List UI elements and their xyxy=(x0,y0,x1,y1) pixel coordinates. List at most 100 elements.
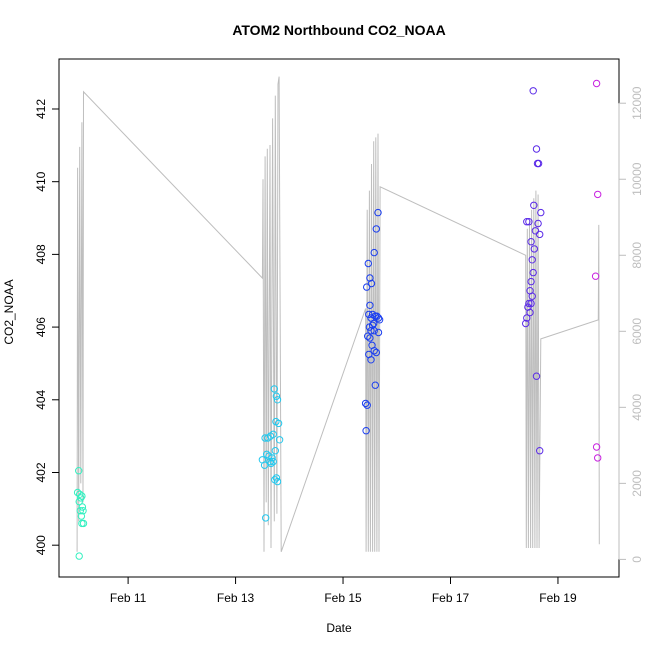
data-point xyxy=(76,507,85,515)
data-point xyxy=(364,332,372,340)
data-point xyxy=(537,208,545,217)
data-point xyxy=(523,314,531,322)
data-point xyxy=(529,268,537,277)
data-point xyxy=(372,348,380,357)
y-axis-right: 0 2000 4000 6000 8000 10000 12000 xyxy=(618,86,644,563)
data-point xyxy=(592,79,601,88)
x-tick-label: Feb 13 xyxy=(217,591,255,605)
data-point xyxy=(371,381,379,389)
data-point xyxy=(367,327,375,335)
data-point xyxy=(591,272,600,280)
right-axis-series-line xyxy=(76,76,600,552)
data-point xyxy=(268,454,276,462)
x-axis: Feb 11 Feb 13 Feb 15 Feb 17 Feb 19 xyxy=(110,576,577,605)
y-axis-label: CO2_NOAA xyxy=(2,279,16,344)
data-point xyxy=(527,238,535,246)
data-point xyxy=(79,507,87,515)
data-point xyxy=(531,227,540,235)
data-point xyxy=(594,190,602,199)
data-point xyxy=(374,328,383,337)
data-point xyxy=(78,503,87,511)
data-point xyxy=(527,277,535,286)
data-point xyxy=(77,512,86,520)
data-point xyxy=(592,443,601,451)
data-point xyxy=(530,201,538,210)
y2-tick-label: 4000 xyxy=(630,394,644,421)
y-tick-label: 410 xyxy=(34,171,48,191)
data-point xyxy=(79,519,88,528)
data-point xyxy=(364,259,372,268)
y-tick-label: 408 xyxy=(34,244,48,264)
y2-tick-label: 0 xyxy=(630,556,644,563)
chart-title: ATOM2 Northbound CO2_NOAA xyxy=(232,22,445,38)
data-point xyxy=(522,319,530,328)
data-point xyxy=(368,321,377,329)
y2-tick-label: 2000 xyxy=(630,470,644,497)
data-point xyxy=(77,494,85,502)
data-point xyxy=(530,245,538,253)
data-point xyxy=(272,474,281,482)
y-tick-label: 412 xyxy=(34,99,48,119)
data-point xyxy=(266,457,274,466)
y-tick-label: 402 xyxy=(34,462,48,482)
data-point xyxy=(363,401,371,409)
data-point xyxy=(272,392,281,400)
data-point xyxy=(528,292,536,300)
x-tick-label: Feb 17 xyxy=(432,591,470,605)
data-point xyxy=(534,159,543,168)
data-point xyxy=(526,308,534,317)
data-point xyxy=(273,477,282,486)
data-point xyxy=(529,87,537,95)
data-point xyxy=(367,279,376,288)
data-point xyxy=(361,399,370,408)
data-point xyxy=(374,314,383,322)
data-point xyxy=(73,488,82,497)
data-point xyxy=(536,230,544,239)
data-point xyxy=(370,319,378,328)
data-point xyxy=(370,347,378,355)
data-point xyxy=(75,552,83,560)
data-point xyxy=(528,256,536,264)
y2-tick-label: 12000 xyxy=(630,86,644,120)
data-point xyxy=(267,459,275,468)
data-point xyxy=(275,436,284,444)
data-point xyxy=(370,248,378,257)
y2-tick-label: 6000 xyxy=(630,318,644,345)
data-point xyxy=(274,419,283,428)
data-point xyxy=(366,334,374,342)
x-axis-label: Date xyxy=(326,621,352,635)
data-point xyxy=(269,457,277,466)
data-point xyxy=(366,274,374,282)
data-point xyxy=(269,430,277,438)
data-point xyxy=(263,450,271,458)
y-tick-label: 400 xyxy=(34,535,48,555)
data-point xyxy=(270,385,278,393)
scatter-points-layer xyxy=(73,79,602,560)
data-point xyxy=(370,327,378,335)
data-point xyxy=(594,454,602,462)
right-axis-line-layer xyxy=(76,76,600,552)
data-point xyxy=(534,219,542,228)
data-point xyxy=(76,490,84,498)
y-axis-left: 400 402 404 406 408 410 412 xyxy=(34,99,60,555)
data-point xyxy=(532,145,541,153)
data-point xyxy=(262,514,270,522)
x-tick-label: Feb 15 xyxy=(324,591,362,605)
data-point xyxy=(532,372,541,380)
data-point xyxy=(525,299,533,308)
data-point xyxy=(374,208,382,217)
y-tick-label: 404 xyxy=(34,389,48,409)
x-tick-label: Feb 11 xyxy=(110,591,147,605)
data-point xyxy=(78,492,86,500)
data-point xyxy=(536,447,544,455)
data-point xyxy=(523,218,531,226)
y2-tick-label: 10000 xyxy=(630,162,644,196)
data-point xyxy=(273,396,282,404)
data-point xyxy=(365,310,373,319)
data-point xyxy=(363,283,371,291)
data-point xyxy=(271,447,279,455)
data-point xyxy=(372,225,380,233)
data-point xyxy=(75,467,83,475)
